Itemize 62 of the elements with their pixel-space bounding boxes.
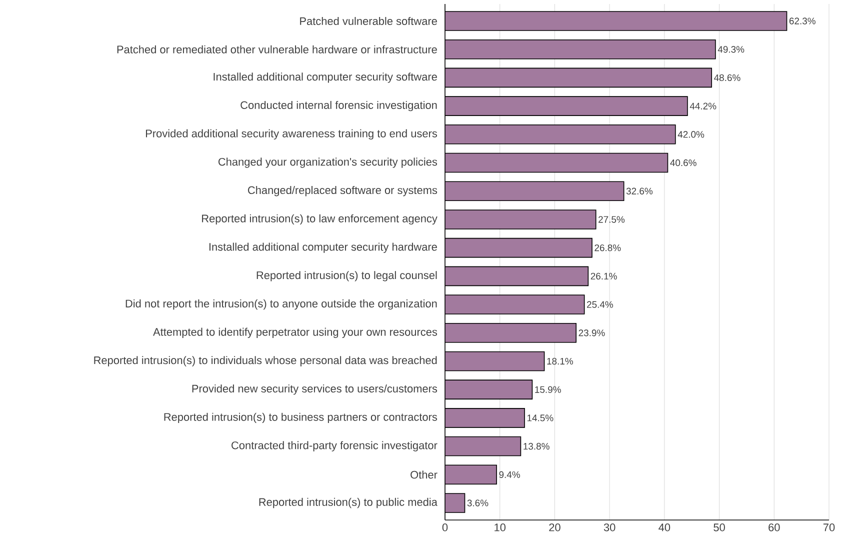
y-tick-label: Changed your organization's security policies — [218, 158, 438, 168]
data-label: 27.5% — [598, 216, 625, 223]
data-label: 42.0% — [678, 131, 704, 138]
y-tick-label: Provided additional security awareness training to end users — [146, 129, 438, 140]
bar — [445, 152, 668, 173]
bar — [445, 493, 466, 513]
data-label: 32.6% — [626, 188, 653, 194]
y-tick-label: Reported intrusion(s) to legal counsel — [256, 271, 437, 282]
data-label: 40.6% — [670, 159, 696, 166]
bar — [445, 11, 788, 31]
data-label: 18.1% — [547, 358, 573, 365]
y-tick-label: Did not report the intrusion(s) to anyone outside the organization — [126, 299, 437, 310]
bar — [445, 39, 716, 60]
data-label: 48.6% — [714, 74, 740, 82]
x-tick-label: 0 — [442, 524, 448, 532]
data-label: 62.3% — [789, 18, 816, 24]
data-label: 23.9% — [578, 330, 605, 336]
bar — [445, 322, 577, 343]
x-tick-label: 10 — [494, 524, 506, 532]
data-label: 15.9% — [535, 386, 561, 393]
data-label: 13.8% — [524, 442, 550, 450]
data-label: 44.2% — [690, 102, 716, 110]
y-tick-label: Other — [410, 470, 438, 479]
bar — [445, 408, 525, 428]
y-tick-label: Conducted internal forensic investigation — [240, 100, 437, 112]
data-label: 49.3% — [718, 46, 744, 53]
bar — [445, 210, 596, 230]
bar — [445, 96, 688, 116]
bar — [445, 124, 676, 144]
y-tick-label: Reported intrusion(s) to public media — [259, 498, 438, 508]
y-tick-label: Attempted to identify perpetrator using your own resources — [153, 328, 438, 338]
y-tick-label: Reported intrusion(s) to individuals whose personal data was breached — [94, 356, 437, 366]
x-tick-label: 30 — [604, 524, 616, 532]
bar — [445, 351, 545, 372]
bar — [445, 266, 589, 286]
x-tick-label: 50 — [714, 524, 725, 532]
y-tick-label: Provided new security services to users/customers — [192, 384, 438, 395]
y-tick-label: Reported intrusion(s) to law enforcement agency — [202, 214, 438, 225]
bar — [445, 294, 585, 314]
bar — [445, 181, 624, 202]
bar — [445, 436, 522, 456]
x-tick-label: 40 — [658, 524, 670, 532]
x-tick-label: 20 — [549, 524, 560, 532]
y-tick-label: Contracted third-party forensic investigator — [232, 441, 438, 452]
y-tick-label: Patched vulnerable software — [300, 16, 437, 26]
data-label: 26.8% — [594, 244, 621, 252]
data-label: 26.1% — [590, 272, 617, 280]
data-label: 25.4% — [587, 301, 614, 308]
x-tick-label: 60 — [768, 524, 780, 532]
data-label: 9.4% — [499, 471, 520, 478]
y-tick-label: Changed/replaced software or systems — [248, 186, 438, 196]
bar — [445, 380, 533, 400]
data-label: 3.6% — [467, 500, 488, 506]
bar — [445, 238, 592, 258]
bar — [445, 464, 497, 485]
bar — [445, 68, 712, 88]
y-tick-label: Installed additional computer security software — [214, 72, 437, 83]
data-label: 14.5% — [527, 414, 554, 422]
y-tick-label: Reported intrusion(s) to business partners or contractors — [164, 412, 438, 424]
y-tick-label: Installed additional computer security hardware — [209, 242, 437, 253]
x-tick-label: 70 — [823, 524, 835, 532]
y-tick-label: Patched or remediated other vulnerable hardware or infrastructure — [117, 45, 437, 54]
